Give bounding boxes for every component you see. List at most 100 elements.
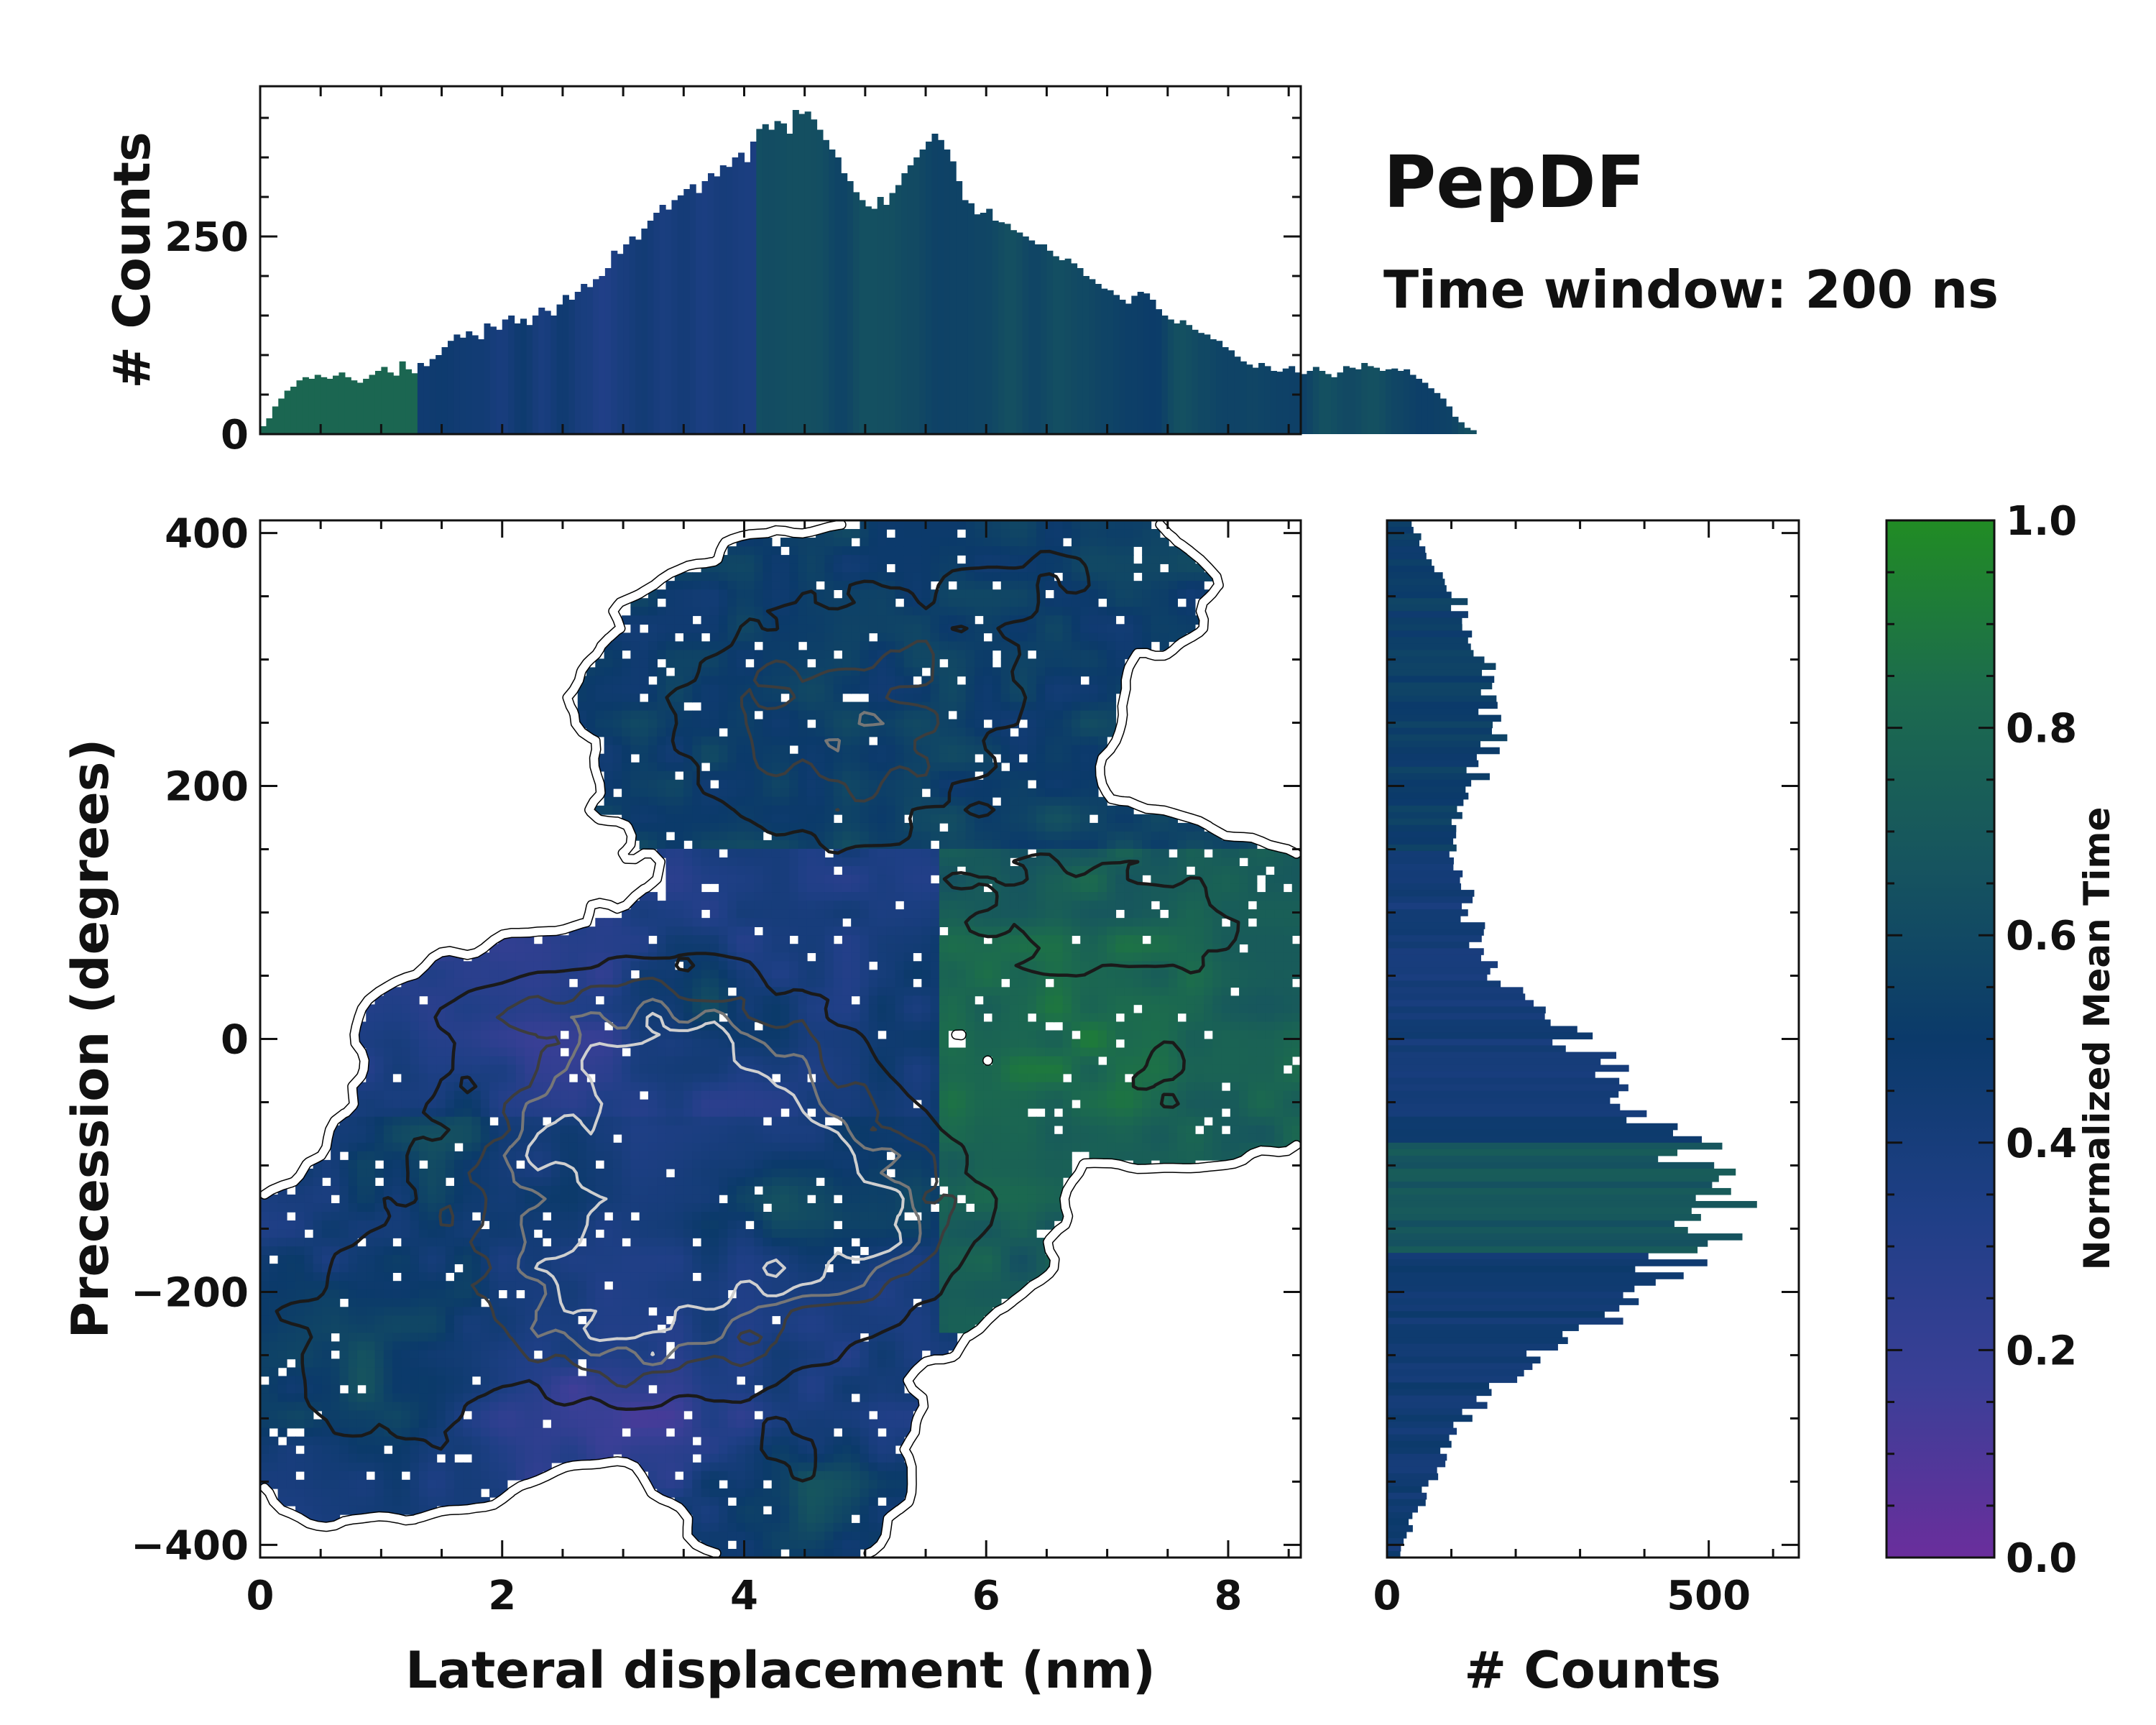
heatmap-cell <box>851 901 861 910</box>
heatmap-cell <box>1054 805 1064 815</box>
heatmap-cell <box>1080 788 1090 798</box>
heatmap-cell <box>727 892 737 901</box>
heatmap-cell <box>736 684 746 694</box>
heatmap-cell <box>1089 538 1099 547</box>
heatmap-cell <box>1239 909 1249 919</box>
heatmap-cell <box>630 987 640 997</box>
heatmap-cell <box>868 995 878 1006</box>
heatmap-cell <box>860 909 870 919</box>
heatmap-cell <box>1071 624 1082 634</box>
heatmap-cell <box>1151 831 1161 841</box>
heatmap-cell <box>1239 935 1249 945</box>
heatmap-cell <box>816 641 826 651</box>
heatmap-cell <box>595 952 605 962</box>
heatmap-cell <box>974 650 985 660</box>
heatmap-cell <box>1071 822 1082 832</box>
heatmap-cell <box>789 901 799 910</box>
heatmap-cell <box>877 857 888 867</box>
heatmap-cell <box>1062 1056 1072 1066</box>
heatmap-cell <box>436 961 446 971</box>
heatmap-cell <box>401 1030 411 1040</box>
heatmap-cell <box>948 822 958 832</box>
heatmap-cell <box>771 796 781 806</box>
heatmap-cell <box>842 892 852 901</box>
heatmap-cell <box>895 926 905 937</box>
heatmap-cell <box>480 1021 490 1031</box>
heatmap-cell <box>719 745 729 755</box>
heatmap-cell <box>692 848 702 858</box>
heatmap-cell <box>957 952 967 962</box>
heatmap-cell <box>763 546 773 556</box>
heatmap-cell <box>1000 1039 1010 1049</box>
heatmap-cell <box>1036 779 1046 789</box>
heatmap-cell <box>1115 581 1125 590</box>
heatmap-cell <box>1071 693 1082 703</box>
heatmap-cell <box>974 719 985 729</box>
heatmap-cell <box>842 684 852 694</box>
heatmap-cell <box>736 607 746 617</box>
heatmap-cell <box>754 840 764 850</box>
heatmap-cell <box>833 831 843 841</box>
heatmap-cell <box>1045 1056 1055 1066</box>
heatmap-cell <box>1097 572 1107 581</box>
heatmap-cell <box>1230 1082 1240 1092</box>
heatmap-cell <box>719 788 729 798</box>
heatmap-cell <box>1062 1047 1072 1057</box>
heatmap-cell <box>965 632 975 643</box>
heatmap-cell <box>736 555 746 564</box>
heatmap-cell <box>1124 909 1134 919</box>
heatmap-cell <box>771 632 781 643</box>
heatmap-cell <box>1071 892 1082 901</box>
heatmap-cell <box>1212 892 1222 901</box>
heatmap-cell <box>992 520 1002 530</box>
heatmap-cell <box>1018 1004 1028 1014</box>
heatmap-cell <box>639 598 649 608</box>
heatmap-cell <box>868 901 878 910</box>
heatmap-cell <box>1256 892 1266 901</box>
heatmap-cell <box>604 745 614 755</box>
heatmap-cell <box>507 1030 517 1040</box>
heatmap-cell <box>1054 615 1064 625</box>
heatmap-cell <box>1027 978 1037 988</box>
heatmap-cell <box>974 589 985 599</box>
heatmap-cell <box>709 1082 719 1092</box>
heatmap-cell <box>1159 1047 1169 1057</box>
top-histogram-bar <box>1361 363 1368 434</box>
heatmap-cell <box>1071 788 1082 798</box>
heatmap-cell <box>1027 572 1037 581</box>
heatmap-cell <box>1000 814 1010 824</box>
heatmap-cell <box>1230 901 1240 910</box>
heatmap-cell <box>913 1073 923 1083</box>
heatmap-cell <box>816 745 826 755</box>
heatmap-cell <box>630 926 640 937</box>
heatmap-cell <box>568 1064 579 1075</box>
heatmap-cell <box>1045 702 1055 712</box>
heatmap-cell <box>868 926 878 937</box>
heatmap-cell <box>1151 1064 1161 1075</box>
heatmap-cell <box>1186 840 1196 850</box>
heatmap-cell <box>1221 840 1231 850</box>
heatmap-cell <box>1097 987 1107 997</box>
heatmap-cell <box>727 555 737 564</box>
heatmap-cell <box>1248 944 1258 954</box>
heatmap-cell <box>754 589 764 599</box>
heatmap-cell <box>709 909 719 919</box>
heatmap-cell <box>939 779 949 789</box>
heatmap-cell <box>965 727 975 737</box>
heatmap-cell <box>939 598 949 608</box>
heatmap-cell <box>410 1090 420 1100</box>
heatmap-cell <box>719 944 729 954</box>
heatmap-cell <box>842 710 852 720</box>
heatmap-cell <box>674 676 684 686</box>
heatmap-cell <box>1107 710 1117 720</box>
heatmap-cell <box>507 970 517 980</box>
heatmap-cell <box>957 520 967 530</box>
heatmap-cell <box>701 581 711 590</box>
heatmap-cell <box>798 1073 808 1083</box>
heatmap-cell <box>913 866 923 875</box>
heatmap-cell <box>913 814 923 824</box>
heatmap-cell <box>895 978 905 988</box>
top-histogram-bar <box>532 316 539 434</box>
heatmap-cell <box>824 641 834 651</box>
heatmap-cell <box>789 736 799 746</box>
